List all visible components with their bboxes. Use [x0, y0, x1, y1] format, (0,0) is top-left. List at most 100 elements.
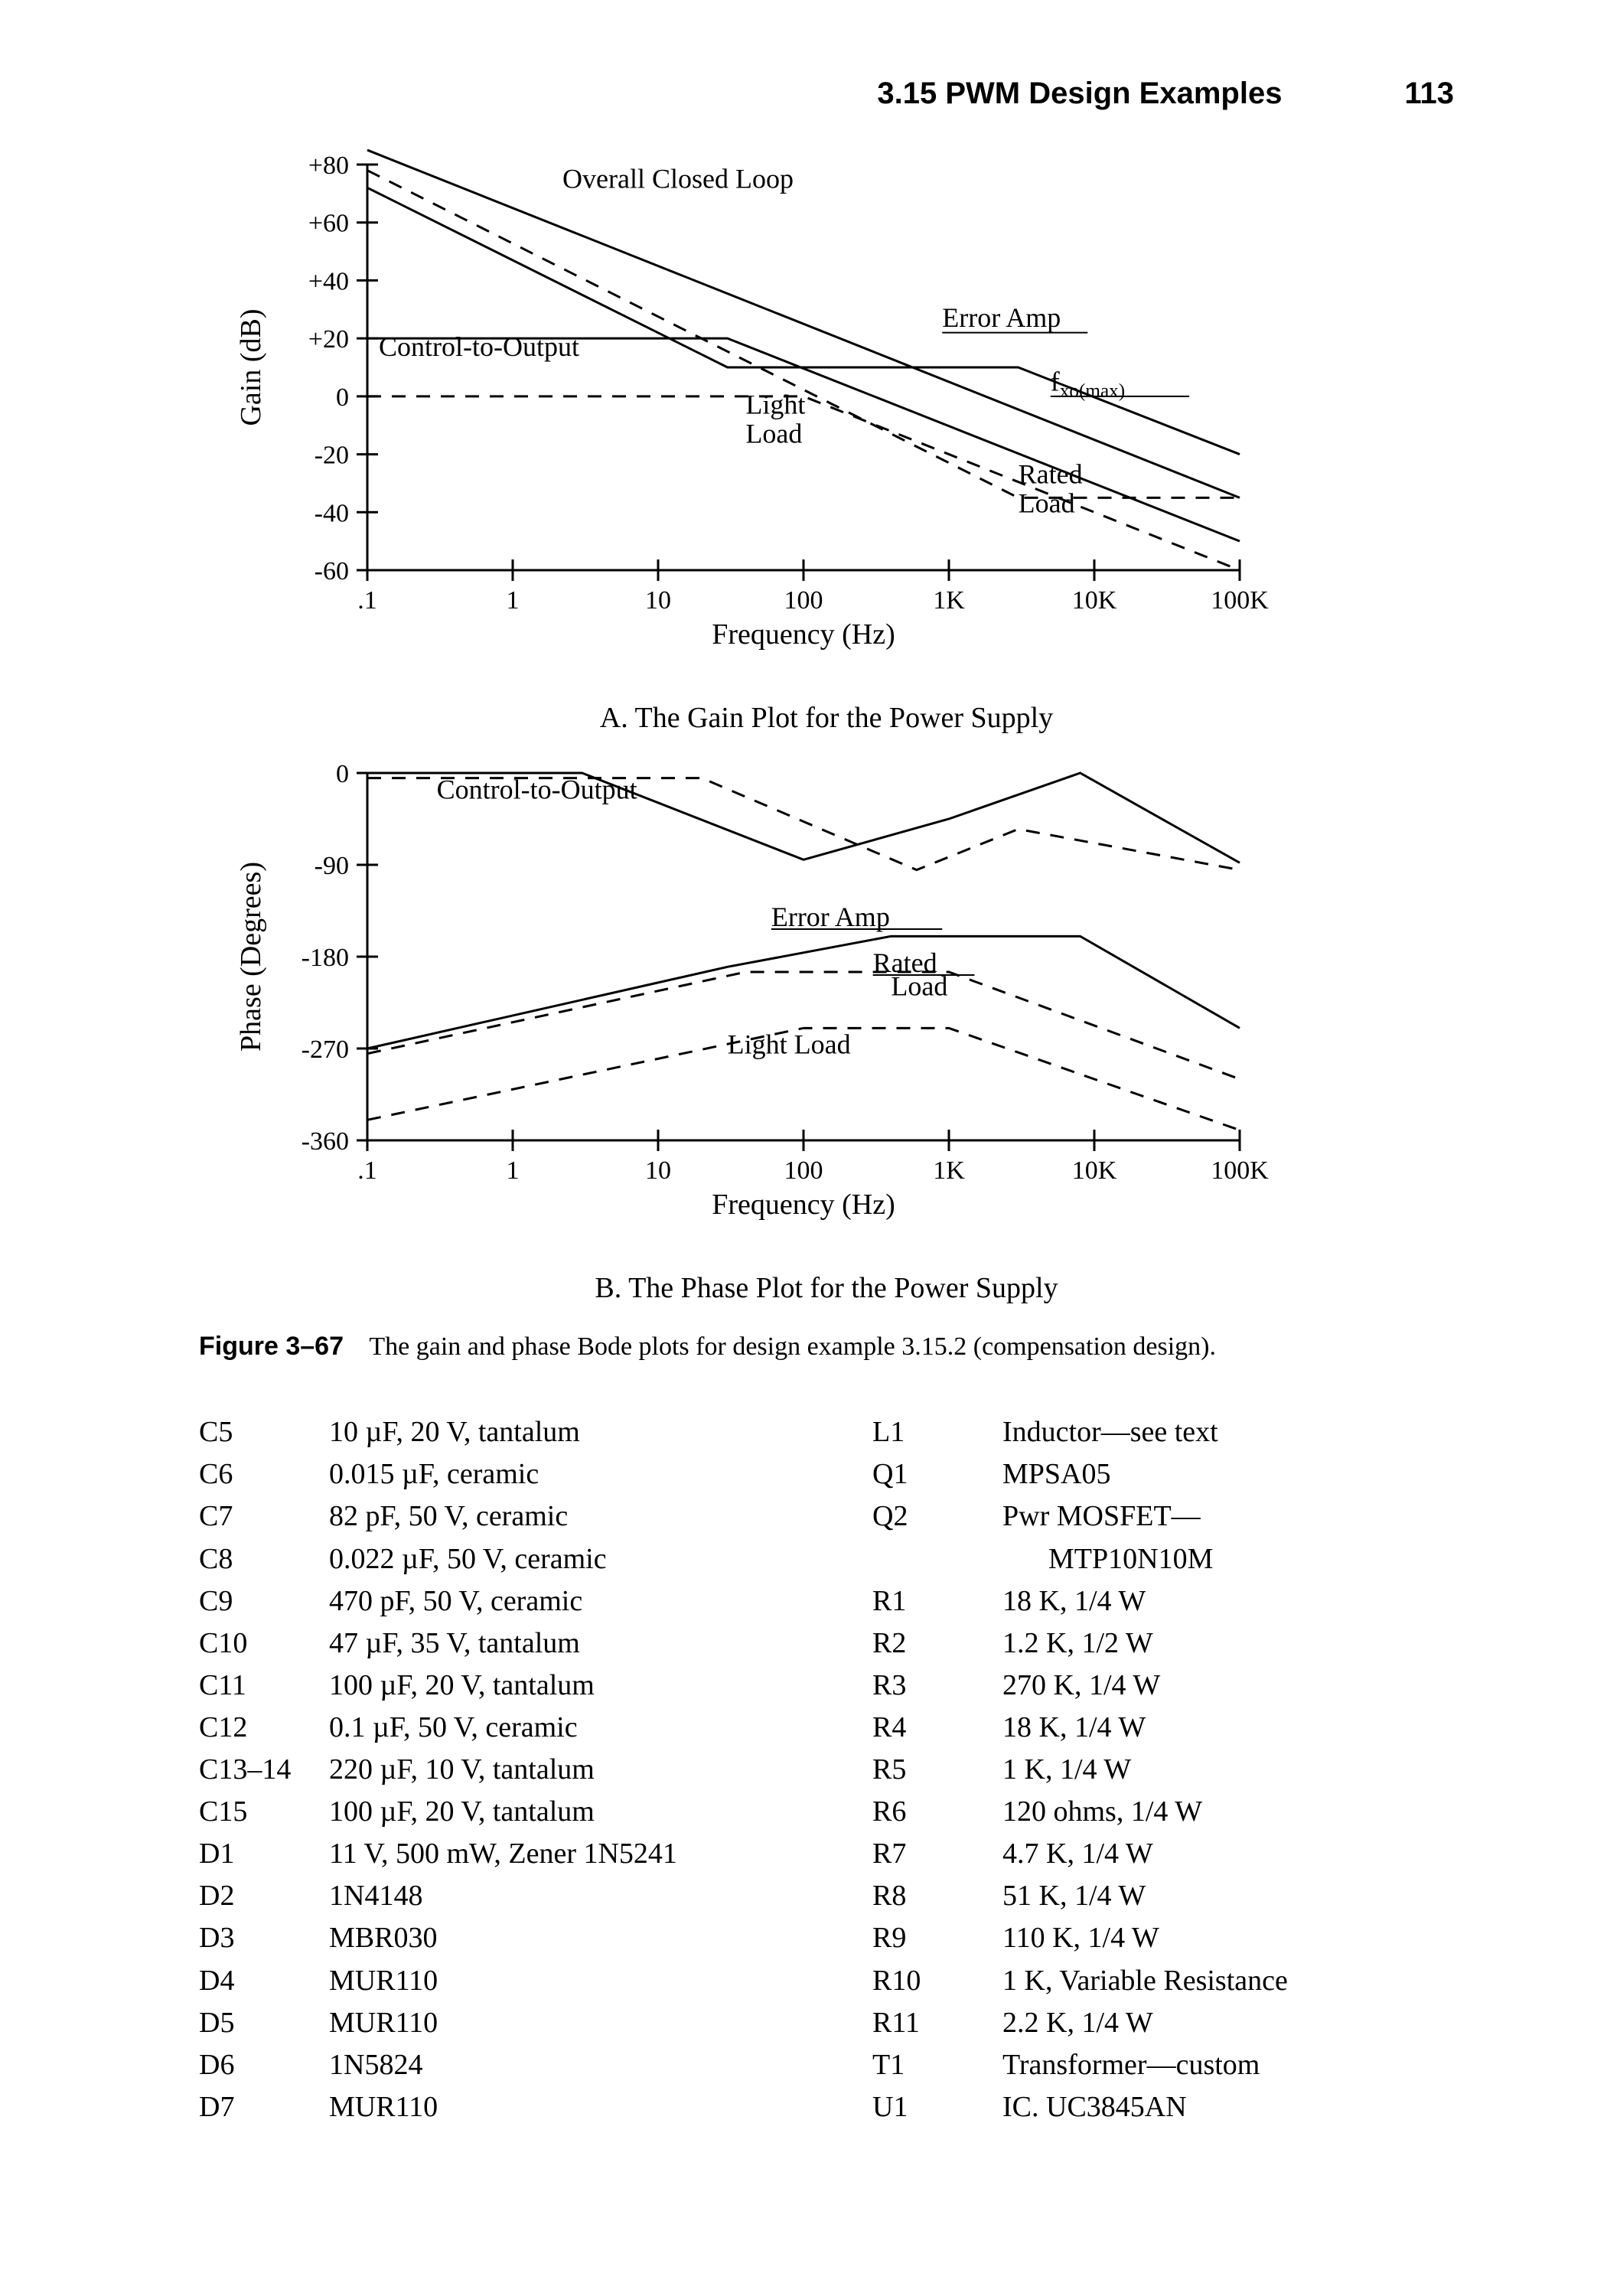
svg-text:-90: -90 — [315, 852, 349, 880]
bom-value: 82 pF, 50 V, ceramic — [329, 1495, 781, 1538]
bom-row: U1IC. UC3845AN — [872, 2086, 1454, 2128]
bom-ref: C9 — [199, 1580, 329, 1623]
bom-ref: D5 — [199, 2002, 329, 2044]
bom-value: 2.2 K, 1/4 W — [1002, 2002, 1454, 2044]
bom-ref: Q1 — [872, 1453, 1002, 1495]
bom-row: C1047 µF, 35 V, tantalum — [199, 1623, 781, 1665]
bom-ref: Q2 — [872, 1495, 1002, 1538]
svg-text:100K: 100K — [1211, 586, 1269, 615]
bom-row: D3MBR030 — [199, 1917, 781, 1959]
svg-text:+80: +80 — [308, 152, 349, 180]
bom-ref: D4 — [199, 1960, 329, 2002]
svg-text:10K: 10K — [1072, 1156, 1117, 1185]
phase-plot-caption: B. The Phase Plot for the Power Supply — [199, 1271, 1454, 1305]
svg-text:Light: Light — [745, 390, 805, 420]
bom-row: D21N4148 — [199, 1875, 781, 1917]
bom-value: MTP10N10M — [1002, 1538, 1454, 1580]
bom-row: R118 K, 1/4 W — [872, 1580, 1454, 1623]
bom-row: MTP10N10M — [872, 1538, 1454, 1580]
bom-ref: C10 — [199, 1623, 329, 1665]
bom-ref: C7 — [199, 1495, 329, 1538]
bom-ref: R9 — [872, 1917, 1002, 1959]
bom-row: Q1MPSA05 — [872, 1453, 1454, 1495]
bom-row: R3270 K, 1/4 W — [872, 1665, 1454, 1707]
bom-value: 470 pF, 50 V, ceramic — [329, 1580, 781, 1623]
svg-text:1: 1 — [507, 1156, 520, 1185]
bom-value: 1N4148 — [329, 1875, 781, 1917]
svg-text:+20: +20 — [308, 325, 349, 354]
svg-text:-360: -360 — [302, 1127, 349, 1156]
bom-value: 47 µF, 35 V, tantalum — [329, 1623, 781, 1665]
bom-ref: R10 — [872, 1960, 1002, 2002]
bom-value: Transformer—custom — [1002, 2044, 1454, 2086]
bom-ref: C12 — [199, 1707, 329, 1749]
svg-text:0: 0 — [336, 383, 349, 412]
bom-row: C11100 µF, 20 V, tantalum — [199, 1665, 781, 1707]
svg-text:-270: -270 — [302, 1035, 349, 1064]
bom-ref: C5 — [199, 1411, 329, 1453]
svg-text:Load: Load — [1019, 488, 1075, 518]
bom-value: MUR110 — [329, 2086, 781, 2128]
bom-value: 270 K, 1/4 W — [1002, 1665, 1454, 1707]
svg-text:-60: -60 — [315, 557, 349, 585]
bom-value: 100 µF, 20 V, tantalum — [329, 1665, 781, 1707]
svg-text:.1: .1 — [357, 586, 377, 615]
svg-text:-180: -180 — [302, 944, 349, 972]
bom-ref: D1 — [199, 1833, 329, 1875]
svg-text:Load: Load — [891, 971, 947, 1002]
bom-value: 1 K, Variable Resistance — [1002, 1960, 1454, 2002]
bom-value: 120 ohms, 1/4 W — [1002, 1791, 1454, 1833]
bom-ref: L1 — [872, 1411, 1002, 1453]
bom-ref: R8 — [872, 1875, 1002, 1917]
bom-row: R74.7 K, 1/4 W — [872, 1833, 1454, 1875]
bom-ref: D7 — [199, 2086, 329, 2128]
bom-value: 1.2 K, 1/2 W — [1002, 1623, 1454, 1665]
bom-ref: D6 — [199, 2044, 329, 2086]
bom-table: C510 µF, 20 V, tantalumC60.015 µF, ceram… — [199, 1411, 1454, 2128]
bom-row: D4MUR110 — [199, 1960, 781, 2002]
bom-row: D5MUR110 — [199, 2002, 781, 2044]
bom-value: 0.1 µF, 50 V, ceramic — [329, 1707, 781, 1749]
bom-ref: D2 — [199, 1875, 329, 1917]
bom-row: L1Inductor—see text — [872, 1411, 1454, 1453]
svg-text:Light Load: Light Load — [728, 1029, 851, 1060]
figure-caption-text: The gain and phase Bode plots for design… — [369, 1332, 1216, 1361]
bom-row: C13–14220 µF, 10 V, tantalum — [199, 1749, 781, 1791]
bom-row: C60.015 µF, ceramic — [199, 1453, 781, 1495]
bom-ref: R6 — [872, 1791, 1002, 1833]
bom-row: R112.2 K, 1/4 W — [872, 2002, 1454, 2044]
bom-value: 1 K, 1/4 W — [1002, 1749, 1454, 1791]
bom-ref: D3 — [199, 1917, 329, 1959]
svg-text:Frequency (Hz): Frequency (Hz) — [712, 1189, 895, 1221]
svg-text:-40: -40 — [315, 499, 349, 527]
bom-row: C15100 µF, 20 V, tantalum — [199, 1791, 781, 1833]
bom-row: D7MUR110 — [199, 2086, 781, 2128]
bom-ref: C8 — [199, 1538, 329, 1580]
bom-value: 18 K, 1/4 W — [1002, 1580, 1454, 1623]
bom-value: MBR030 — [329, 1917, 781, 1959]
bom-ref — [872, 1538, 1002, 1580]
bom-row: C510 µF, 20 V, tantalum — [199, 1411, 781, 1453]
bom-value: 11 V, 500 mW, Zener 1N5241 — [329, 1833, 781, 1875]
svg-text:10K: 10K — [1072, 586, 1117, 615]
svg-text:-20: -20 — [315, 442, 349, 470]
svg-text:Error Amp: Error Amp — [942, 302, 1061, 333]
bom-row: R418 K, 1/4 W — [872, 1707, 1454, 1749]
bom-row: C782 pF, 50 V, ceramic — [199, 1495, 781, 1538]
bom-value: 18 K, 1/4 W — [1002, 1707, 1454, 1749]
svg-text:1K: 1K — [933, 586, 965, 615]
svg-text:Gain (dB): Gain (dB) — [235, 308, 267, 426]
bom-value: 4.7 K, 1/4 W — [1002, 1833, 1454, 1875]
bom-value: 220 µF, 10 V, tantalum — [329, 1749, 781, 1791]
svg-text:Frequency (Hz): Frequency (Hz) — [712, 618, 895, 651]
figure-number: Figure 3–67 — [199, 1332, 344, 1361]
gain-plot: +80+60+40+200-20-40-60.11101001K10K100KF… — [199, 142, 1454, 735]
svg-text:Load: Load — [745, 418, 802, 448]
bom-ref: C11 — [199, 1665, 329, 1707]
bom-row: C120.1 µF, 50 V, ceramic — [199, 1707, 781, 1749]
svg-text:10: 10 — [645, 1156, 671, 1185]
bom-column-left: C510 µF, 20 V, tantalumC60.015 µF, ceram… — [199, 1411, 781, 2128]
bom-value: MUR110 — [329, 2002, 781, 2044]
running-header: 3.15 PWM Design Examples 113 — [199, 77, 1454, 111]
bom-ref: R11 — [872, 2002, 1002, 2044]
